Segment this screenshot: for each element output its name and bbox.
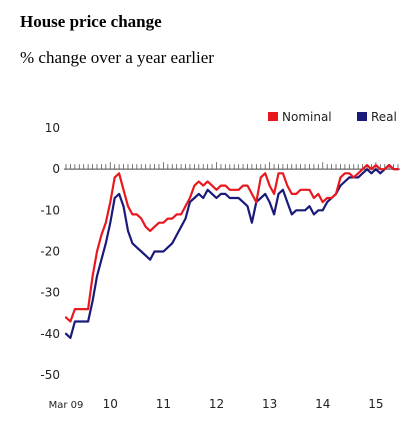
chart-title: House price change xyxy=(20,12,162,31)
x-tick-label: 12 xyxy=(209,397,224,411)
axis-layer: 10 0 -10 -20 -30 -40 -50 Mar 09 10 11 12 13 14 15 xyxy=(40,121,400,411)
x-tick-label: 14 xyxy=(315,397,330,411)
y-tick-label: 10 xyxy=(45,121,60,135)
y-tick-label: -30 xyxy=(40,286,60,300)
legend: Nominal Real xyxy=(268,110,397,124)
y-tick-label: -20 xyxy=(40,245,60,259)
x-tick-label: 13 xyxy=(262,397,277,411)
series-line-nominal xyxy=(64,164,400,323)
y-tick-label: -40 xyxy=(40,327,60,341)
y-tick-label: -50 xyxy=(40,368,60,382)
y-tick-label: 0 xyxy=(52,162,60,176)
legend-swatch-real xyxy=(357,112,367,121)
x-tick-label: Mar 09 xyxy=(49,400,84,411)
series-layer xyxy=(64,164,400,339)
series-line-real xyxy=(64,164,400,339)
y-tick-label: -10 xyxy=(40,203,60,217)
chart-subtitle: % change over a year earlier xyxy=(20,48,214,67)
legend-label-real: Real xyxy=(371,110,397,124)
x-tick-label: 11 xyxy=(156,397,171,411)
legend-swatch-nominal xyxy=(268,112,278,121)
legend-label-nominal: Nominal xyxy=(282,110,332,124)
x-tick-label: 15 xyxy=(368,397,383,411)
x-tick-label: 10 xyxy=(103,397,118,411)
